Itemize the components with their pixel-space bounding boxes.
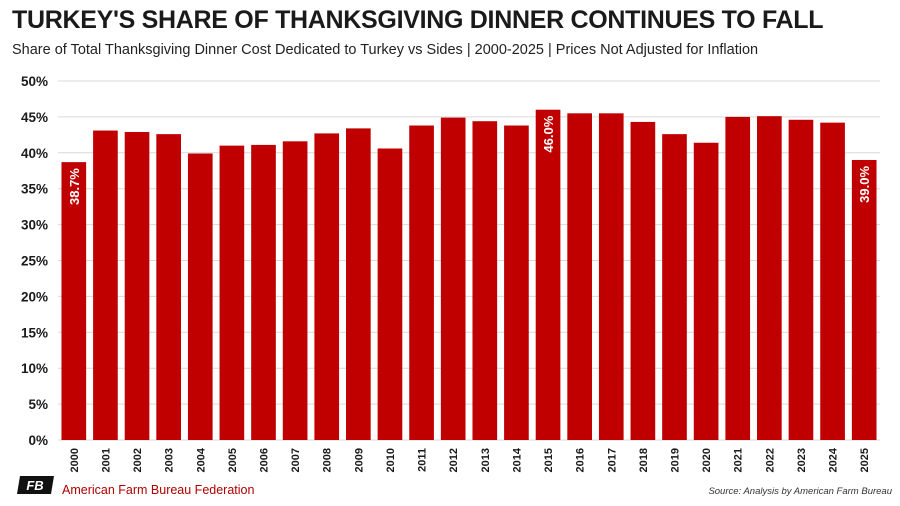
y-tick-label: 45%	[21, 110, 48, 125]
bar	[124, 131, 150, 440]
x-tick-label: 2020	[701, 448, 713, 472]
bar	[567, 113, 592, 440]
bar	[662, 134, 687, 440]
bar	[282, 141, 308, 440]
bar	[788, 119, 814, 440]
x-tick-label: 2016	[575, 448, 587, 472]
x-tick-label: 2000	[69, 448, 81, 472]
x-tick-label: 2024	[828, 447, 840, 472]
logo-text: FB	[26, 478, 43, 493]
x-tick-label: 2010	[385, 448, 397, 472]
chart-title: TURKEY'S SHARE OF THANKSGIVING DINNER CO…	[12, 6, 824, 34]
x-tick-label: 2015	[543, 448, 555, 472]
bar	[440, 117, 466, 441]
bar	[820, 122, 845, 441]
x-tick-label: 2005	[227, 448, 239, 472]
bar	[251, 144, 276, 441]
data-label: 46.0%	[541, 115, 556, 152]
x-tick-label: 2019	[670, 448, 682, 472]
bar	[472, 121, 498, 440]
y-tick-label: 25%	[21, 254, 48, 269]
bar	[61, 162, 87, 440]
bar	[693, 142, 719, 441]
bar	[598, 113, 624, 440]
x-tick-label: 2009	[353, 448, 365, 472]
bar	[535, 109, 561, 440]
x-tick-label: 2025	[859, 448, 871, 472]
y-tick-label: 0%	[28, 433, 48, 448]
y-tick-label: 5%	[28, 397, 48, 412]
farm-bureau-logo-icon: FB	[17, 476, 54, 494]
bar	[504, 125, 529, 441]
y-tick-label: 20%	[21, 289, 48, 304]
x-tick-label: 2007	[290, 448, 302, 472]
bar	[314, 133, 340, 440]
y-tick-label: 35%	[21, 182, 48, 197]
x-tick-label: 2021	[733, 448, 745, 472]
y-tick-label: 40%	[21, 146, 48, 161]
source-note: Source: Analysis by American Farm Bureau	[708, 486, 892, 497]
x-tick-label: 2006	[259, 448, 271, 472]
x-tick-label: 2003	[164, 448, 176, 472]
y-tick-label: 15%	[21, 325, 48, 340]
bar	[725, 116, 751, 441]
x-tick-label: 2018	[638, 448, 650, 472]
bar	[630, 121, 656, 441]
x-tick-label: 2014	[511, 447, 523, 472]
x-tick-label: 2002	[132, 448, 144, 472]
y-tick-label: 10%	[21, 361, 48, 376]
data-label: 39.0%	[857, 166, 872, 203]
bar	[851, 159, 877, 441]
x-tick-label: 2001	[100, 448, 112, 472]
bar	[156, 134, 181, 440]
bar	[377, 148, 403, 440]
x-tick-label: 2013	[480, 448, 492, 472]
bar	[219, 145, 245, 440]
x-tick-label: 2023	[796, 448, 808, 472]
x-tick-label: 2008	[322, 448, 334, 472]
y-tick-label: 30%	[21, 218, 48, 233]
bar	[757, 116, 782, 440]
x-tick-label: 2017	[606, 448, 618, 472]
y-tick-label: 50%	[21, 74, 48, 89]
bar	[409, 125, 434, 441]
bar	[187, 153, 213, 440]
data-label: 38.7%	[67, 168, 82, 205]
bar	[93, 130, 118, 441]
bar	[346, 128, 371, 440]
x-tick-label: 2012	[448, 448, 460, 472]
org-name: American Farm Bureau Federation	[62, 483, 255, 497]
x-tick-label: 2004	[195, 447, 207, 472]
x-tick-label: 2011	[417, 448, 429, 472]
x-tick-label: 2022	[764, 448, 776, 472]
chart-subtitle: Share of Total Thanksgiving Dinner Cost …	[12, 42, 759, 58]
